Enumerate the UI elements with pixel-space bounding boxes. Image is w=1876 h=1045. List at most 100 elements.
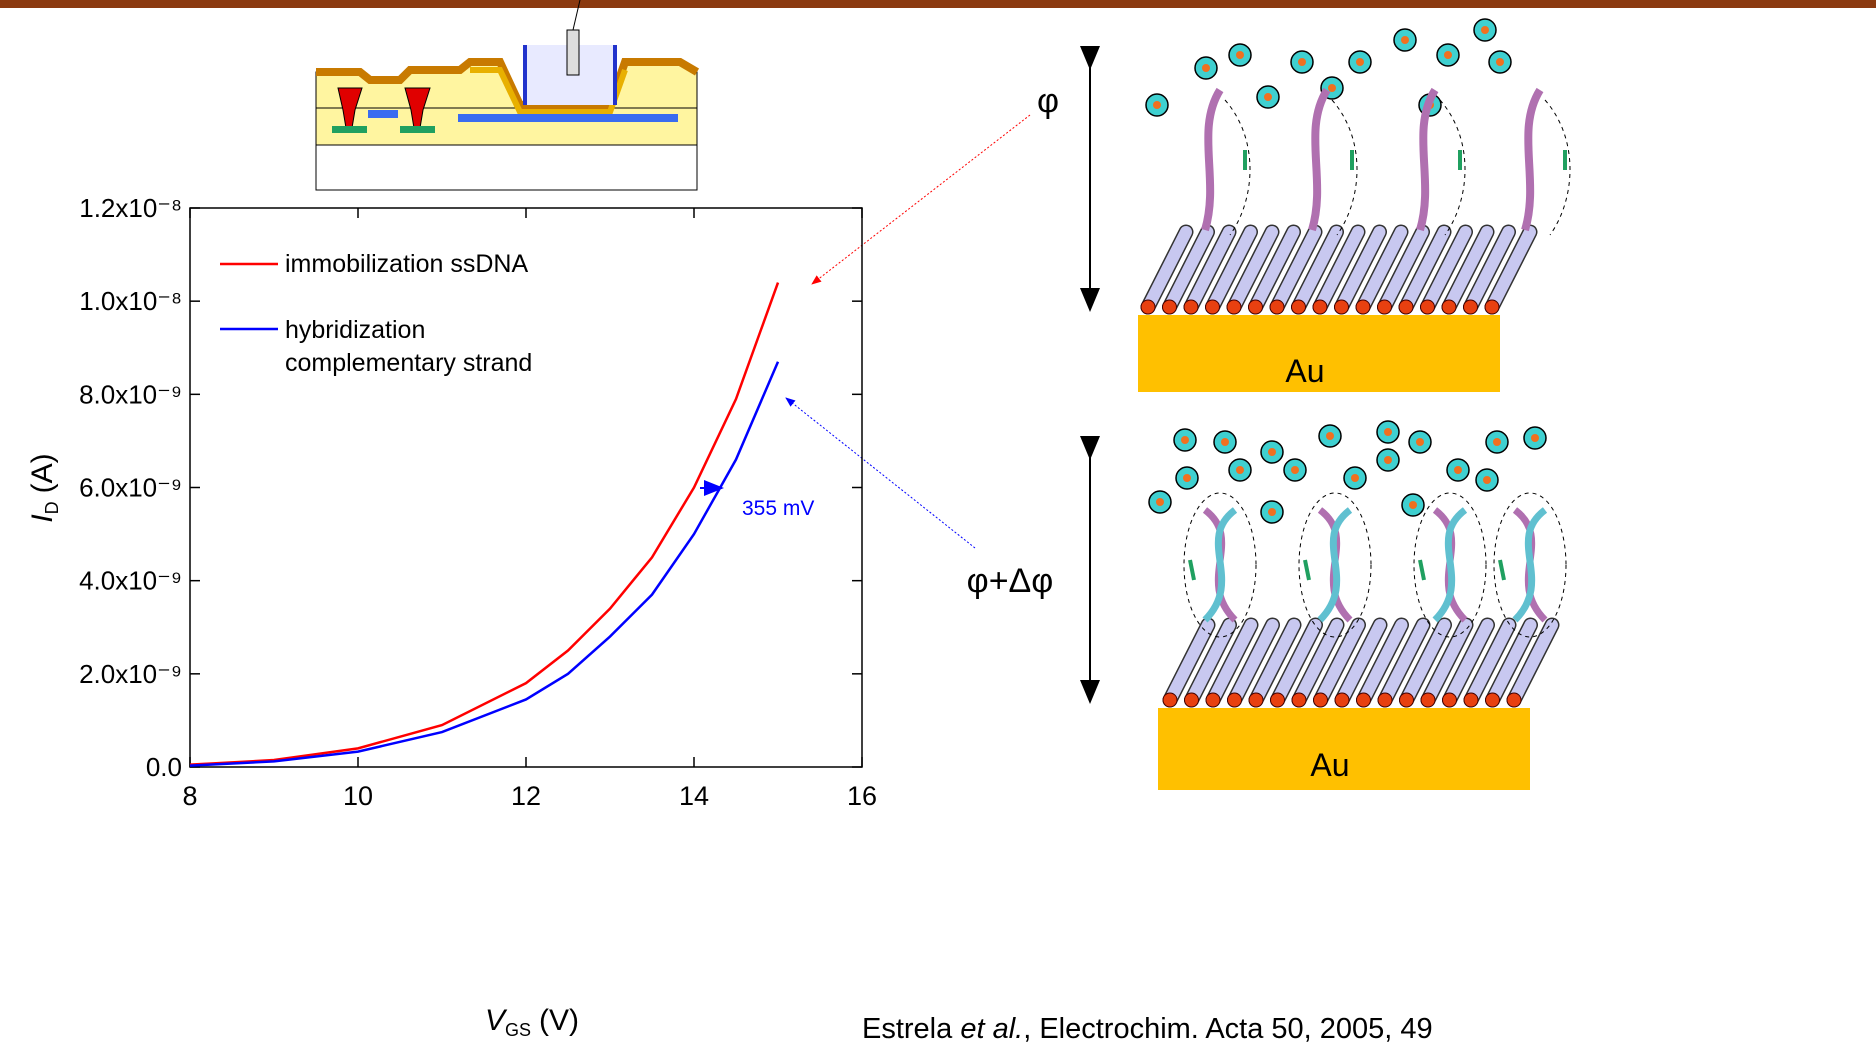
substrate-label: Au	[1310, 747, 1349, 783]
ion-core	[1326, 432, 1334, 440]
anchor-atom	[1163, 693, 1177, 707]
x-axis-label: VGS(V)	[485, 1004, 579, 1040]
anchor-atom	[1314, 693, 1328, 707]
pointer-arrow	[786, 398, 975, 548]
legend-entry: immobilization ssDNA	[285, 248, 565, 281]
anchor-atom	[1206, 693, 1220, 707]
ion-core	[1444, 51, 1452, 59]
anchor-atom	[1356, 300, 1370, 314]
citation-etal: et al.	[960, 1013, 1023, 1045]
ion-core	[1384, 428, 1392, 436]
ion-core	[1156, 498, 1164, 506]
ion-core	[1153, 101, 1161, 109]
ion-core	[1531, 434, 1539, 442]
anchor-atom	[1421, 300, 1435, 314]
dsdna	[1320, 510, 1350, 620]
anchor-atom	[1271, 693, 1285, 707]
ion-core	[1481, 26, 1489, 34]
anchor-atom	[1378, 300, 1392, 314]
anchor-atom	[1464, 300, 1478, 314]
annotation: 355 mV	[742, 497, 814, 520]
pointer-arrow	[812, 115, 1030, 284]
header-bar	[0, 0, 1876, 8]
legend-entry: hybridization complementary strand	[285, 314, 565, 380]
y-axis-label: ID (A)	[26, 453, 62, 522]
ion-core	[1454, 466, 1462, 474]
anchor-atom	[1141, 300, 1155, 314]
ion-core	[1183, 474, 1191, 482]
anchor-atom	[1249, 300, 1263, 314]
anchor-atom	[1507, 693, 1521, 707]
y-label-unit: (A)	[26, 453, 59, 493]
x-tick-label: 16	[847, 781, 877, 811]
anchor-atom	[1485, 300, 1499, 314]
x-label-unit: (V)	[539, 1004, 579, 1037]
charge	[1305, 560, 1309, 580]
ssdna	[1525, 90, 1540, 230]
citation-rest: , Electrochim. Acta 50, 2005, 49	[1023, 1013, 1432, 1045]
x-label-subscript: GS	[505, 1020, 531, 1040]
anchor-atom	[1378, 693, 1392, 707]
dsdna	[1205, 510, 1235, 620]
ion-core	[1409, 501, 1417, 509]
ssdna	[1205, 90, 1220, 230]
ion-core	[1268, 448, 1276, 456]
x-tick-label: 10	[343, 781, 373, 811]
ion-core	[1268, 508, 1276, 516]
ssdna	[1312, 90, 1327, 230]
ion-core	[1496, 58, 1504, 66]
ion-core	[1416, 438, 1424, 446]
anchor-atom	[1270, 300, 1284, 314]
ion-core	[1384, 456, 1392, 464]
anchor-atom	[1486, 693, 1500, 707]
anchor-atom	[1292, 300, 1306, 314]
citation-author: Estrela	[862, 1013, 953, 1045]
ion-core	[1221, 438, 1229, 446]
slide: φ φ+Δφ Au Au 8101214160.02.0x10⁻⁹4.0x10⁻…	[0, 0, 1876, 1045]
x-tick-label: 8	[182, 781, 197, 811]
ion-core	[1298, 58, 1306, 66]
charge	[1190, 560, 1194, 580]
ion-core	[1351, 474, 1359, 482]
y-tick-label: 0.0	[146, 752, 182, 782]
ion-core	[1202, 64, 1210, 72]
y-tick-label: 2.0x10⁻⁹	[79, 659, 182, 689]
citation: Estrela et al., Electrochim. Acta 50, 20…	[862, 1013, 1433, 1045]
device-schematic	[316, 0, 697, 190]
y-label-symbol: I	[26, 514, 59, 522]
charge	[1500, 560, 1504, 580]
anchor-atom	[1335, 693, 1349, 707]
ion-core	[1401, 36, 1409, 44]
y-label-subscript: D	[42, 501, 62, 514]
phi-delta-label: φ+Δφ	[967, 562, 1054, 600]
anchor-atom	[1184, 300, 1198, 314]
anchor-atom	[1442, 300, 1456, 314]
anchor-atom	[1228, 693, 1242, 707]
anchor-atom	[1399, 300, 1413, 314]
page: φ φ+Δφ Au Au 8101214160.02.0x10⁻⁹4.0x10⁻…	[0, 0, 1876, 1045]
ion-core	[1236, 51, 1244, 59]
anchor-atom	[1163, 300, 1177, 314]
ion-core	[1328, 84, 1336, 92]
y-tick-label: 8.0x10⁻⁹	[79, 379, 182, 409]
substrate-label: Au	[1285, 353, 1324, 389]
ion-core	[1291, 466, 1299, 474]
anchor-atom	[1249, 693, 1263, 707]
y-tick-label: 6.0x10⁻⁹	[79, 473, 182, 503]
anchor-atom	[1313, 300, 1327, 314]
anchor-atom	[1400, 693, 1414, 707]
ion-core	[1181, 436, 1189, 444]
anchor-atom	[1421, 693, 1435, 707]
anchor-atom	[1443, 693, 1457, 707]
anchor-atom	[1464, 693, 1478, 707]
dsdna	[1515, 510, 1545, 620]
ion-core	[1356, 58, 1364, 66]
x-tick-label: 14	[679, 781, 709, 811]
anchor-atom	[1185, 693, 1199, 707]
ion-core	[1264, 93, 1272, 101]
y-tick-label: 1.0x10⁻⁸	[79, 286, 182, 316]
anchor-atom	[1357, 693, 1371, 707]
ion-core	[1493, 438, 1501, 446]
anchor-atom	[1292, 693, 1306, 707]
y-tick-label: 4.0x10⁻⁹	[79, 566, 182, 596]
